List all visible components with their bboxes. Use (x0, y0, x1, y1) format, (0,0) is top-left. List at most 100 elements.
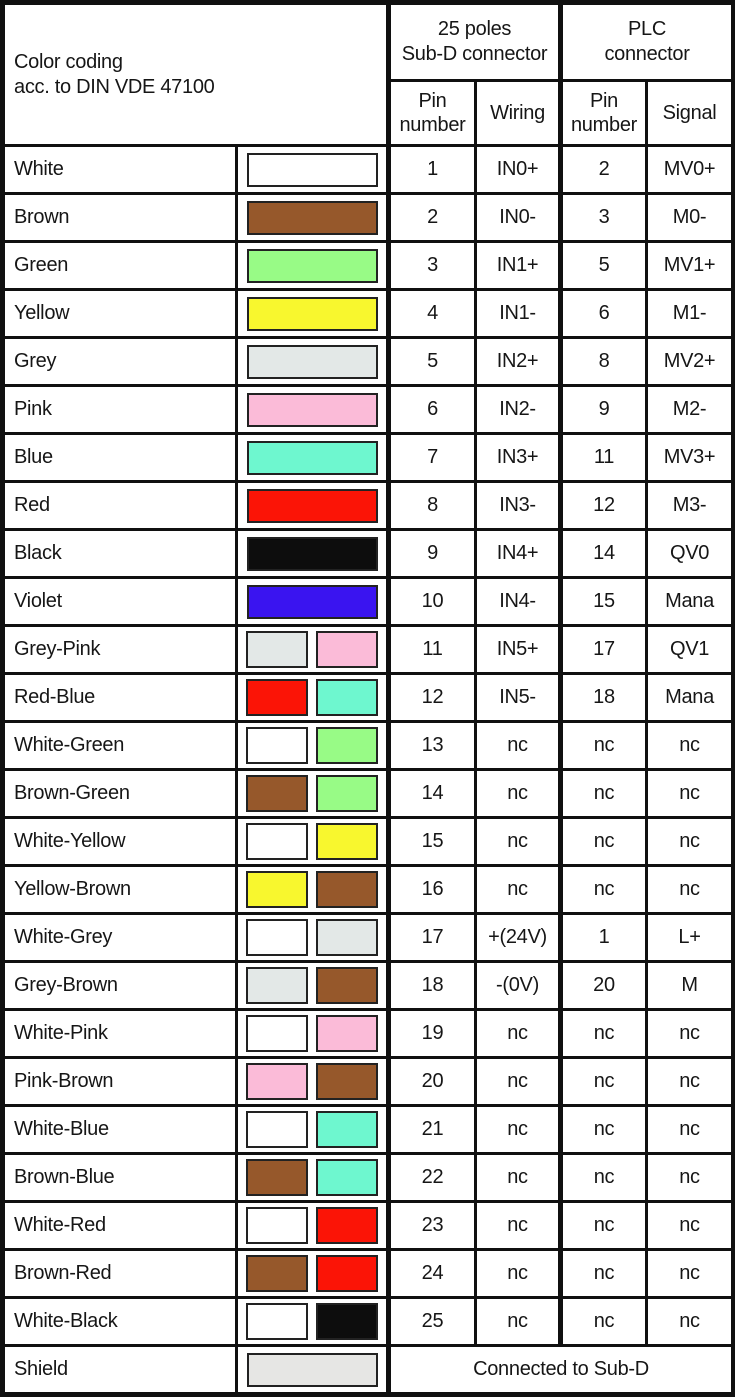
subd-pin-number: 4 (386, 288, 477, 339)
wiring-value: nc (474, 1200, 562, 1251)
color-name: White-Pink (1, 1008, 238, 1059)
col-header-subd-pin-line2: number (399, 114, 466, 136)
swatch-wrap (238, 200, 386, 235)
plc-pin-number: nc (558, 864, 648, 915)
swatch-wrap (238, 392, 386, 427)
table-row: Pink-Brown 20 nc nc nc (1, 1056, 735, 1107)
plc-pin-number: nc (558, 1104, 648, 1155)
signal-value: L+ (644, 912, 735, 963)
color-swatch-blue (316, 679, 378, 716)
wiring-value: nc (474, 864, 562, 915)
signal-value: MV0+ (644, 144, 735, 195)
signal-value: M0- (644, 192, 735, 243)
signal-value: Mana (644, 576, 735, 627)
swatch-wrap (238, 1063, 386, 1100)
wiring-value: IN5+ (474, 624, 562, 675)
swatch-wrap (238, 967, 386, 1004)
table-row: White-Blue 21 nc nc nc (1, 1104, 735, 1155)
color-swatch-pink (246, 392, 378, 427)
color-swatch-grey (246, 344, 378, 379)
wiring-value: nc (474, 1296, 562, 1347)
group-header-plc-connector: PLC connector (557, 1, 735, 82)
swatch-wrap (238, 488, 386, 523)
plc-pin-number: 20 (558, 960, 648, 1011)
signal-value: nc (644, 720, 735, 771)
subd-pin-number: 6 (386, 384, 477, 435)
table-row: White-Yellow 15 nc nc nc (1, 816, 735, 867)
color-name: Grey-Brown (1, 960, 238, 1011)
table-row: Grey-Pink 11 IN5+ 17 QV1 (1, 624, 735, 675)
table-row: Shield Connected to Sub-D (1, 1344, 735, 1396)
color-swatch-violet (246, 584, 378, 619)
color-name: White-Red (1, 1200, 238, 1251)
color-swatch-cell (235, 1296, 390, 1347)
signal-value: M2- (644, 384, 735, 435)
signal-value: nc (644, 768, 735, 819)
color-name: Green (1, 240, 238, 291)
signal-value: MV1+ (644, 240, 735, 291)
table-row: White-Pink 19 nc nc nc (1, 1008, 735, 1059)
plc-pin-number: 12 (558, 480, 648, 531)
color-name: White-Grey (1, 912, 238, 963)
signal-value: nc (644, 816, 735, 867)
plc-pin-number: 8 (558, 336, 648, 387)
subd-pin-number: 2 (386, 192, 477, 243)
color-swatch-cell (235, 1200, 390, 1251)
plc-pin-number: 17 (558, 624, 648, 675)
signal-value: nc (644, 1152, 735, 1203)
swatch-wrap (238, 536, 386, 571)
swatch-wrap (238, 679, 386, 716)
table-title-line1: Color coding (14, 50, 123, 73)
signal-value: MV2+ (644, 336, 735, 387)
col-header-signal: Signal (644, 79, 735, 147)
color-swatch-cell (235, 768, 390, 819)
color-swatch-white (246, 1111, 308, 1148)
signal-value: nc (644, 864, 735, 915)
col-header-plc-pin-line1: Pin (589, 90, 618, 112)
table-row: Pink 6 IN2- 9 M2- (1, 384, 735, 435)
subd-pin-number: 3 (386, 240, 477, 291)
color-name: Brown-Red (1, 1248, 238, 1299)
signal-value: nc (644, 1248, 735, 1299)
color-swatch-green (316, 727, 378, 764)
color-swatch-pink (316, 631, 378, 668)
wiring-value: IN1+ (474, 240, 562, 291)
table-body: White 1 IN0+ 2 MV0+ Brown 2 IN0- 3 M0- Green 3 IN1+ 5… (1, 144, 735, 1396)
plc-pin-number: nc (558, 768, 648, 819)
swatch-wrap (238, 440, 386, 475)
color-swatch-brown (316, 967, 378, 1004)
signal-value: M1- (644, 288, 735, 339)
subd-pin-number: 24 (386, 1248, 477, 1299)
color-swatch-blue (316, 1159, 378, 1196)
wiring-value: IN1- (474, 288, 562, 339)
color-name: Brown-Blue (1, 1152, 238, 1203)
color-swatch-grey (316, 919, 378, 956)
color-swatch-cell (235, 1104, 390, 1155)
group-header-plc-line1: PLC (628, 18, 667, 40)
signal-value: QV1 (644, 624, 735, 675)
color-swatch-cell (235, 1056, 390, 1107)
color-swatch-brown (316, 1063, 378, 1100)
color-swatch-blue (246, 440, 378, 475)
subd-pin-number: 7 (386, 432, 477, 483)
color-swatch-cell (235, 192, 390, 243)
swatch-wrap (238, 775, 386, 812)
signal-value: MV3+ (644, 432, 735, 483)
color-swatch-cell (235, 432, 390, 483)
plc-pin-number: nc (558, 1296, 648, 1347)
color-swatch-cell (235, 336, 390, 387)
table-row: Red-Blue 12 IN5- 18 Mana (1, 672, 735, 723)
color-swatch-black (246, 536, 378, 571)
plc-pin-number: 1 (558, 912, 648, 963)
wiring-value: IN5- (474, 672, 562, 723)
swatch-wrap (238, 1255, 386, 1292)
table-row: White-Grey 17 +(24V) 1 L+ (1, 912, 735, 963)
color-swatch-cell (235, 864, 390, 915)
plc-pin-number: nc (558, 1248, 648, 1299)
swatch-wrap (238, 344, 386, 379)
color-name: Yellow-Brown (1, 864, 238, 915)
swatch-wrap (238, 1352, 386, 1387)
color-swatch-cell (235, 1344, 390, 1396)
table-title: Color coding acc. to DIN VDE 47100 (1, 1, 390, 147)
table-row: Brown 2 IN0- 3 M0- (1, 192, 735, 243)
